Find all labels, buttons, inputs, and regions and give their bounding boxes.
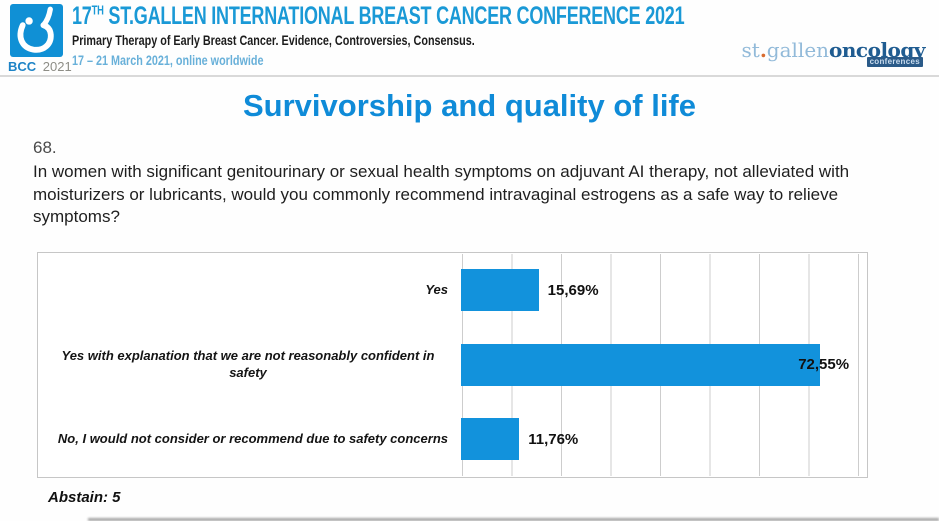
chart-bar bbox=[461, 269, 539, 312]
conference-dates: 17 – 21 March 2021, online worldwide bbox=[72, 53, 264, 69]
bcc-badge-text: BCC bbox=[8, 59, 37, 74]
chart-category-label: Yes with explanation that we are not rea… bbox=[61, 347, 435, 380]
bcc-logo bbox=[10, 4, 63, 57]
chart-category-label: Yes bbox=[425, 281, 448, 297]
chart-bar bbox=[461, 418, 520, 461]
bcc-badge-year: 2021 bbox=[42, 59, 72, 74]
question-number: 68. bbox=[33, 138, 57, 157]
stgallen-oncology-logo: st.gallenoncology conferences bbox=[742, 40, 925, 76]
chart-bar-track: 72,55% bbox=[461, 343, 867, 387]
brand-conferences-tag: conferences bbox=[866, 57, 923, 67]
question-block: 68. In women with significant genitourin… bbox=[33, 138, 861, 229]
chart-value-label: 72,55% bbox=[798, 356, 850, 374]
conference-header: 17TH ST.GALLEN INTERNATIONAL BREAST CANC… bbox=[72, 3, 923, 70]
chart-value-label: 15,69% bbox=[547, 281, 599, 299]
slide-title: Survivorship and quality of life bbox=[242, 88, 696, 123]
chart-row: No, I would not consider or recommend du… bbox=[38, 402, 867, 477]
conference-subtitle: Primary Therapy of Early Breast Cancer. … bbox=[72, 33, 475, 49]
video-edge-artifact bbox=[88, 518, 939, 521]
brand-dot: . bbox=[759, 38, 767, 62]
results-chart: Yes 15,69% Yes with explanation that we ar… bbox=[37, 252, 868, 478]
chart-bar-track: 11,76% bbox=[461, 417, 867, 461]
bcc-logo-mark-icon bbox=[17, 6, 54, 53]
chart-value-label: 11,76% bbox=[528, 430, 579, 448]
chart-bar-track: 15,69% bbox=[461, 268, 867, 312]
ordinal-superscript: TH bbox=[91, 2, 104, 18]
conference-title: 17TH ST.GALLEN INTERNATIONAL BREAST CANC… bbox=[72, 2, 685, 30]
header-divider bbox=[0, 75, 939, 77]
chart-row: Yes with explanation that we are not rea… bbox=[38, 328, 867, 403]
bcc-badge-caption: BCC 2021 bbox=[8, 59, 72, 74]
chart-rows: Yes 15,69% Yes with explanation that we ar… bbox=[38, 253, 867, 477]
stgallen-oncology-wordmark: st.gallenoncology bbox=[741, 38, 926, 62]
chart-category-label: No, I would not consider or recommend du… bbox=[57, 430, 448, 446]
question-text: In women with significant genitourinary … bbox=[33, 162, 850, 226]
chart-bar bbox=[461, 343, 821, 386]
abstain-note: Abstain: 5 bbox=[48, 489, 121, 506]
chart-row: Yes 15,69% bbox=[38, 253, 867, 328]
